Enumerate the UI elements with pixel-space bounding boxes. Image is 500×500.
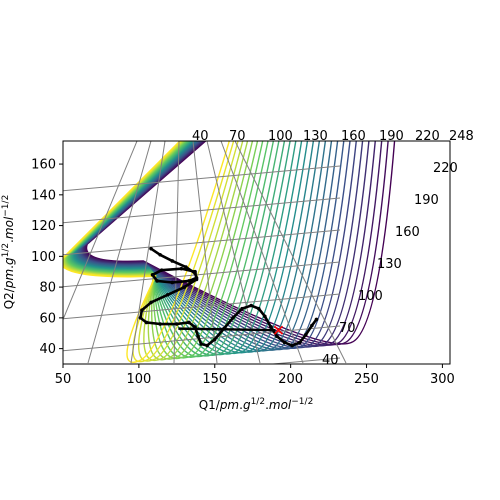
trajectory-point bbox=[170, 280, 175, 285]
grid-right-label: 130 bbox=[377, 257, 402, 272]
grid-right-label: 160 bbox=[395, 225, 420, 240]
y-tick-label: 100 bbox=[31, 250, 56, 265]
trajectory-point bbox=[205, 343, 209, 348]
x-tick-label: 150 bbox=[202, 372, 227, 387]
grid-line-a bbox=[192, 141, 218, 364]
grid-line-b bbox=[63, 261, 341, 288]
y-tick-label: 80 bbox=[39, 281, 56, 296]
trajectory-point bbox=[196, 334, 200, 339]
x-tick-label: 200 bbox=[278, 372, 303, 387]
plot-frame bbox=[62, 140, 451, 365]
contour-line bbox=[68, 141, 275, 358]
trajectory-flat-segment bbox=[178, 327, 276, 332]
trajectory-point bbox=[193, 269, 197, 274]
trajectory-point bbox=[187, 279, 191, 283]
axis-ticks: 50 100 150 200 250 300 40 60 80 100 120 140 160 bbox=[31, 158, 455, 387]
grid-line-a bbox=[87, 141, 152, 364]
contour-line bbox=[65, 141, 259, 360]
grid-right-label: 100 bbox=[358, 289, 383, 304]
trajectory-point bbox=[140, 308, 144, 312]
trajectory-point bbox=[158, 322, 162, 326]
trajectory-point bbox=[199, 342, 203, 346]
trajectory-point bbox=[194, 277, 199, 282]
contour-line bbox=[67, 141, 269, 358]
contour-line bbox=[66, 141, 264, 359]
trajectory-point bbox=[159, 268, 164, 272]
trajectory-point bbox=[158, 253, 162, 257]
trajectory-point bbox=[275, 334, 279, 339]
contour-line bbox=[77, 141, 333, 351]
trajectory-point bbox=[165, 292, 170, 297]
trajectory-point bbox=[187, 320, 191, 325]
grid-top-label: 190 bbox=[379, 129, 404, 144]
plot-area bbox=[63, 141, 396, 364]
trajectory-point bbox=[138, 316, 143, 320]
trajectory-point bbox=[269, 325, 273, 329]
trajectory-point bbox=[179, 266, 184, 271]
y-tick-label: 160 bbox=[31, 158, 56, 173]
skewed-grid bbox=[63, 141, 347, 364]
trajectory-line bbox=[139, 247, 318, 347]
grid-line-a bbox=[173, 141, 180, 364]
x-tick-label: 300 bbox=[430, 372, 455, 387]
x-tick-label: 50 bbox=[55, 372, 72, 387]
trajectory-point bbox=[149, 300, 153, 305]
y-tick-label: 140 bbox=[31, 188, 56, 203]
x-tick-label: 100 bbox=[126, 372, 151, 387]
y-axis-title: Q2/pm.g1/2.mol−1/2 bbox=[1, 195, 16, 310]
trajectory-point bbox=[144, 320, 149, 325]
grid-top-label: 70 bbox=[229, 129, 246, 144]
min-marker bbox=[273, 325, 284, 335]
grid-line-b bbox=[63, 229, 341, 256]
grid-right-label: 70 bbox=[339, 321, 356, 336]
trajectory-point bbox=[256, 306, 261, 311]
trajectory-point bbox=[240, 306, 244, 311]
trajectory-point bbox=[290, 343, 294, 348]
trajectory-point bbox=[231, 316, 235, 320]
trajectory-layer bbox=[138, 246, 319, 348]
grid-line-b bbox=[63, 325, 341, 352]
grid-line-a bbox=[206, 141, 261, 364]
grid-right-label: 190 bbox=[414, 193, 439, 208]
grid-top-label: 220 bbox=[415, 129, 440, 144]
trajectory-point bbox=[212, 337, 217, 342]
trajectory-point bbox=[184, 265, 188, 269]
trajectory-point bbox=[175, 322, 179, 326]
trajectory-point bbox=[263, 314, 267, 319]
grid-top-label: 100 bbox=[268, 129, 293, 144]
grid-line-b bbox=[63, 197, 341, 224]
trajectory-point bbox=[297, 340, 302, 345]
trajectory-point bbox=[249, 303, 253, 308]
grid-line-b bbox=[63, 165, 341, 192]
x-tick-label: 250 bbox=[354, 372, 379, 387]
grid-right-label: 220 bbox=[433, 161, 458, 176]
y-tick-label: 40 bbox=[39, 342, 56, 357]
grid-top-label: 248 bbox=[449, 129, 474, 144]
skewed-grid-right-labels: 40 70 100 130 160 190 220 bbox=[322, 161, 458, 368]
grid-line-a bbox=[130, 141, 166, 364]
grid-line-a bbox=[234, 141, 347, 364]
grid-right-label: 40 bbox=[322, 353, 339, 368]
trajectory-point bbox=[149, 246, 153, 251]
grid-top-label: 40 bbox=[192, 129, 209, 144]
potential-contours bbox=[63, 141, 396, 363]
trajectory-point bbox=[314, 317, 319, 322]
trajectory-point bbox=[182, 285, 187, 289]
skewed-grid-top-labels: 40 70 100 130 160 190 220 248 bbox=[192, 129, 474, 144]
x-axis-title: Q1/pm.g1/2.mol−1/2 bbox=[199, 397, 314, 412]
grid-line-b bbox=[267, 357, 341, 364]
y-tick-label: 120 bbox=[31, 219, 56, 234]
y-tick-label: 60 bbox=[39, 311, 56, 326]
grid-line-b bbox=[63, 293, 341, 320]
grid-top-label: 160 bbox=[341, 129, 366, 144]
trajectory-point bbox=[310, 323, 314, 328]
grid-line-a bbox=[220, 141, 304, 364]
trajectory-point bbox=[170, 259, 175, 263]
trajectory-point bbox=[282, 340, 287, 345]
trajectory-point bbox=[155, 279, 159, 283]
trajectory-point bbox=[304, 332, 308, 337]
trajectory-point bbox=[150, 273, 155, 277]
grid-top-label: 130 bbox=[303, 129, 328, 144]
